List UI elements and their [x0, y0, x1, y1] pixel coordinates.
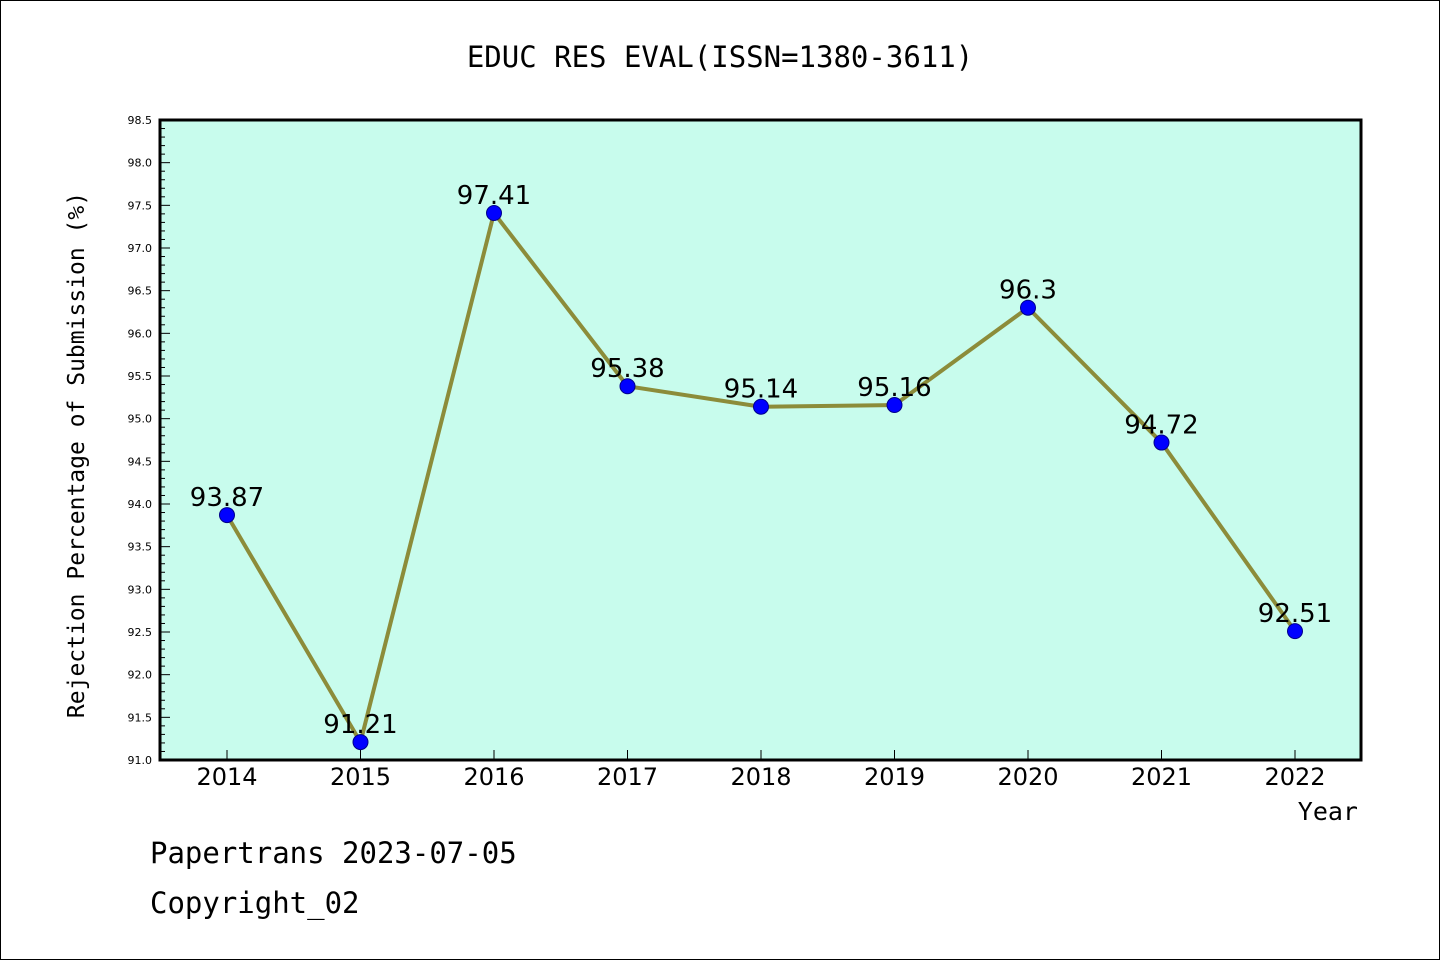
data-label: 94.72 — [1124, 411, 1198, 441]
x-axis-label: Year — [1298, 797, 1358, 826]
y-tick-label: 98.0 — [128, 157, 153, 170]
y-tick-label: 94.5 — [128, 455, 153, 468]
y-tick-label: 97.5 — [128, 199, 153, 212]
x-tick-label: 2019 — [864, 763, 925, 791]
y-tick-label: 96.5 — [128, 285, 153, 298]
data-point — [352, 734, 369, 751]
y-tick-label: 96.0 — [128, 327, 153, 340]
data-point — [219, 507, 235, 524]
data-label: 96.3 — [999, 276, 1057, 306]
data-points — [219, 205, 1303, 751]
data-label: 93.87 — [190, 483, 264, 513]
y-axis-label: Rejection Percentage of Submission (%) — [64, 192, 90, 718]
data-point — [1153, 434, 1170, 451]
x-tick-label: 2018 — [730, 763, 791, 791]
y-tick-label: 98.5 — [128, 114, 153, 127]
y-tick-label: 91.0 — [128, 754, 153, 767]
y-tick-label: 93.5 — [128, 541, 153, 554]
y-tick-label: 97.0 — [128, 242, 153, 255]
x-tick-label: 2022 — [1264, 763, 1325, 791]
data-point — [886, 397, 903, 414]
data-point — [619, 378, 636, 395]
footer-date: Papertrans 2023-07-05 — [150, 836, 517, 870]
data-point — [486, 205, 502, 222]
x-tick-label: 2021 — [1131, 763, 1192, 791]
x-tick-label: 2016 — [463, 763, 524, 791]
data-label: 95.14 — [724, 375, 798, 405]
data-label: 95.38 — [590, 354, 664, 384]
y-tick-label: 93.0 — [128, 583, 153, 596]
y-tick-label: 91.5 — [128, 711, 153, 724]
data-point — [753, 398, 769, 415]
x-tick-label: 2020 — [997, 763, 1058, 791]
data-labels: 93.87 91.21 97.41 95.38 95.14 95.16 96.3 94.72 9… — [190, 181, 1332, 740]
x-axis: 2014 2015 2016 2017 2018 2019 2020 2021 2022 — [196, 750, 1326, 791]
data-point — [1287, 623, 1303, 640]
data-label: 91.21 — [323, 710, 397, 740]
y-tick-label: 92.0 — [128, 669, 153, 682]
y-tick-label: 94.0 — [128, 498, 153, 511]
data-label: 92.51 — [1258, 599, 1332, 629]
data-point — [1020, 299, 1036, 316]
footer-copyright: Copyright_02 — [150, 886, 360, 920]
x-tick-label: 2015 — [330, 763, 391, 791]
y-tick-label: 95.0 — [128, 413, 153, 426]
data-label: 97.41 — [457, 181, 531, 211]
x-tick-label: 2017 — [597, 763, 658, 791]
y-axis: 91.0 91.5 92.0 92.5 93.0 93.5 94.0 94.5 95.0 95.5… — [128, 114, 170, 767]
chart-title: EDUC RES EVAL(ISSN=1380-3611) — [467, 40, 973, 74]
data-label: 95.16 — [857, 373, 931, 403]
y-tick-label: 95.5 — [128, 370, 153, 383]
x-tick-label: 2014 — [196, 763, 257, 791]
y-tick-label: 92.5 — [128, 626, 153, 639]
